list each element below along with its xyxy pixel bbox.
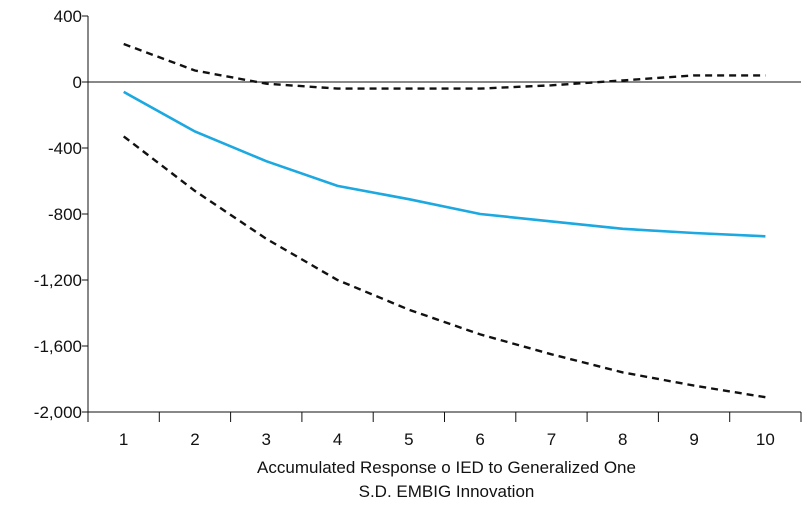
x-tick-label: 3 [262, 430, 271, 449]
x-tick-label: 4 [333, 430, 342, 449]
lower-band-line [122, 135, 766, 399]
y-tick-label: -2,000 [34, 403, 82, 422]
x-tick-label: 2 [190, 430, 199, 449]
x-axis-caption-line-1: Accumulated Response o IED to Generalize… [257, 458, 636, 477]
y-tick-label: 0 [73, 73, 82, 92]
x-tick-label: 8 [618, 430, 627, 449]
x-tick-label: 1 [119, 430, 128, 449]
x-tick-label: 7 [547, 430, 556, 449]
y-tick-label: -1,600 [34, 337, 82, 356]
series-layer [122, 42, 766, 399]
x-tick-label: 9 [689, 430, 698, 449]
x-axis-caption-line-2: S.D. EMBIG Innovation [358, 482, 535, 501]
y-tick-label: -400 [48, 139, 82, 158]
x-tick-label: 5 [404, 430, 413, 449]
response-line [123, 90, 766, 238]
y-tick-label: -800 [48, 205, 82, 224]
axes: 400 0 -400 -800 -1,200 -1,600 -2,000 1 2 3 4 5 6 7 8 9 1… [34, 7, 802, 449]
y-tick-label: -1,200 [34, 271, 82, 290]
y-tick-label: 400 [54, 7, 82, 26]
x-tick-label: 6 [475, 430, 484, 449]
x-tick-label: 10 [756, 430, 775, 449]
irf-chart: 400 0 -400 -800 -1,200 -1,600 -2,000 1 2 3 4 5 6 7 8 9 1… [34, 7, 802, 449]
upper-band-line [123, 42, 766, 90]
